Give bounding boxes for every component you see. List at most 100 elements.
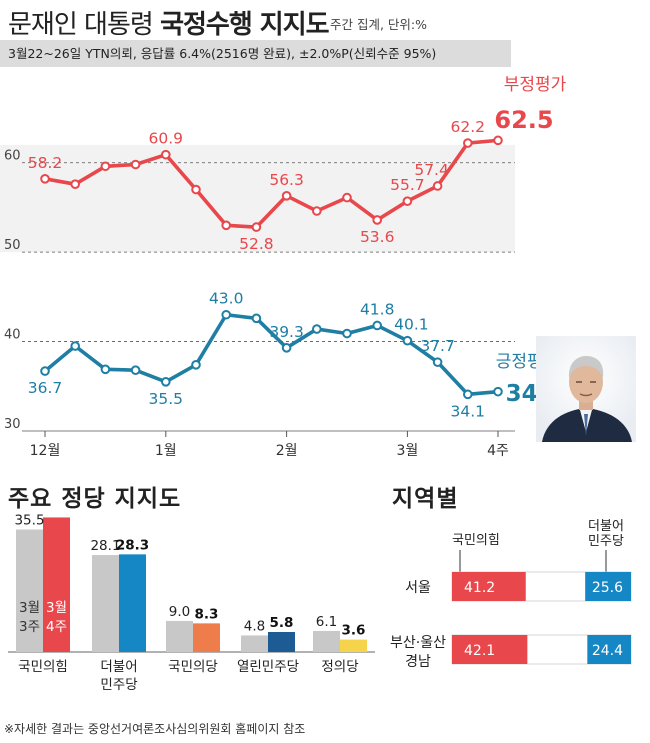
data-point (402, 335, 413, 346)
data-point (70, 341, 80, 351)
data-point (251, 313, 262, 324)
data-point (161, 149, 171, 160)
category-label: 열린민주당 (237, 659, 299, 675)
data-point (493, 135, 503, 146)
bar-prev (241, 635, 268, 652)
bar-right (587, 635, 631, 664)
regional-title: 지역별 (392, 486, 459, 512)
party-support-title: 주요 정당 지지도 (8, 486, 182, 512)
legend-left: 국민의힘 (452, 533, 500, 548)
data-point (191, 184, 201, 195)
data-label: 53.6 (360, 228, 395, 246)
data-point (312, 324, 322, 334)
value-label-cur: 39.0 (40, 514, 73, 516)
bar-cur (193, 623, 220, 652)
data-point (221, 220, 231, 231)
value-label-prev: 4.8 (244, 618, 265, 634)
title-bold: 국정수행 지지도 (160, 10, 329, 40)
series-line-negative (44, 138, 499, 229)
data-point (432, 181, 443, 191)
end-label-negative: 62.5 (494, 106, 553, 134)
source-bar: 3월22~26일 YTN의뢰, 응답률 6.4%(2516명 완료), ±2.0… (0, 40, 511, 67)
data-label: 37.7 (420, 337, 455, 355)
president-portrait (536, 336, 636, 442)
x-tick-label: 4주 (487, 443, 509, 459)
data-point (312, 206, 322, 216)
y-tick-label: 30 (4, 417, 21, 432)
data-point (130, 159, 141, 170)
category-label: 국민의힘 (18, 659, 68, 675)
data-point (402, 196, 413, 206)
data-point (463, 389, 473, 400)
legend-right: 민주당 (588, 534, 624, 549)
bar-cur (119, 554, 146, 652)
approval-line-chart: 30 40 50 60 12월 1월 2월 3월 4주 58.2 60.9 52.8 56.3 53.6 5… (0, 75, 567, 459)
data-point (281, 343, 292, 353)
series-line-positive (43, 312, 499, 397)
data-point (372, 215, 383, 225)
data-label: 56.3 (269, 171, 304, 189)
bar-prev (92, 555, 119, 652)
data-label: 41.8 (360, 300, 395, 318)
data-point (372, 320, 383, 331)
y-tick-label: 60 (4, 149, 21, 164)
data-label: 34.1 (451, 402, 486, 420)
value-label-right: 25.6 (592, 580, 623, 596)
value-label-right: 24.4 (592, 643, 623, 659)
region-label: 부산·울산 (390, 635, 446, 651)
data-label: 52.8 (239, 235, 274, 253)
bar-cur (268, 631, 295, 652)
x-tick-label: 2월 (276, 443, 298, 459)
data-point (70, 179, 80, 189)
data-label: 62.2 (451, 118, 486, 136)
region-label: 서울 (405, 580, 431, 596)
bar-prev (166, 620, 193, 652)
bar-cur (340, 639, 367, 652)
data-point (432, 357, 443, 367)
category-label: 민주당 (100, 677, 137, 693)
data-point (130, 365, 141, 375)
bar-left (452, 572, 526, 601)
data-point (463, 138, 473, 148)
category-label: 국민의당 (168, 659, 218, 675)
unit-note: 주간 집계, 단위:% (330, 17, 428, 32)
y-tick-label: 50 (4, 238, 21, 253)
week-label-cur: 4주 (46, 619, 67, 635)
data-point (493, 386, 503, 397)
data-point (221, 309, 231, 320)
data-point (191, 360, 201, 370)
data-point (40, 174, 50, 184)
data-point (251, 222, 262, 232)
data-label: 57.4 (414, 161, 449, 179)
series-name-negative: 부정평가 (504, 75, 567, 95)
value-label-cur: 28.3 (116, 537, 149, 553)
legend-right: 더불어 (588, 519, 624, 534)
x-tick-label: 1월 (155, 443, 177, 459)
data-label: 43.0 (209, 290, 244, 308)
bar-left (452, 635, 528, 664)
week-label-prev: 3월 (19, 600, 40, 616)
data-point (40, 366, 50, 376)
x-tick-label: 12월 (30, 443, 61, 459)
data-label: 35.5 (149, 390, 184, 408)
data-label: 40.1 (394, 316, 429, 334)
week-label-prev: 3주 (19, 619, 40, 635)
data-label: 39.3 (269, 323, 304, 341)
data-label: 55.7 (390, 176, 425, 194)
data-label: 60.9 (149, 130, 184, 148)
region-label: 경남 (405, 654, 431, 670)
week-label-cur: 3월 (46, 600, 67, 616)
x-tick-label: 3월 (397, 443, 419, 459)
value-label-left: 41.2 (464, 580, 495, 596)
data-label: 36.7 (28, 379, 63, 397)
bar-prev (313, 630, 340, 652)
value-label-cur: 5.8 (270, 615, 294, 631)
title-light: 문재인 대통령 (8, 10, 154, 40)
bar-prev (16, 529, 43, 652)
page-title: 문재인 대통령 국정수행 지지도 (8, 4, 330, 41)
value-label-left: 42.1 (464, 643, 495, 659)
data-point (342, 192, 352, 203)
bar-cur (43, 517, 70, 652)
